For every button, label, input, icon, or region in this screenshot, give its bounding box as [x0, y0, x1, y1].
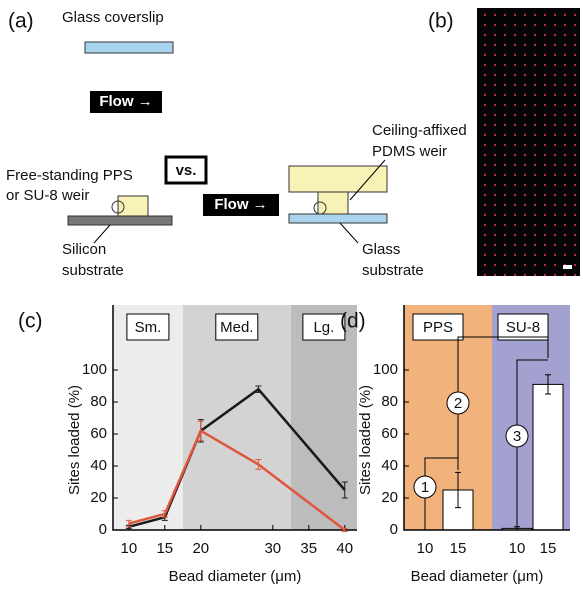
x-tick-label: 20: [192, 540, 209, 557]
y-tick-label: 80: [381, 393, 398, 410]
panel-b: (b): [428, 8, 580, 276]
region-label: Sm.: [135, 319, 162, 336]
x-tick-label: 30: [264, 540, 281, 557]
y-tick-label: 60: [90, 425, 107, 442]
x-tick-label: 15: [450, 540, 467, 557]
y-tick-label: 20: [381, 489, 398, 506]
region-label: Med.: [220, 319, 253, 336]
leader: [340, 223, 358, 243]
y-tick-label: 80: [90, 393, 107, 410]
label: PDMS weir: [372, 143, 447, 160]
y-tick-label: 0: [99, 521, 107, 538]
micrograph-dots: [477, 8, 580, 276]
x-tick-label: 40: [336, 540, 353, 557]
x-tick-label: 10: [509, 540, 526, 557]
label: substrate: [62, 262, 124, 279]
coverslip: [85, 42, 173, 53]
panel-label: (b): [428, 10, 454, 33]
y-tick-label: 100: [82, 361, 107, 378]
y-tick-label: 40: [381, 457, 398, 474]
region-label: Lg.: [313, 319, 334, 336]
x-tick-label: 15: [540, 540, 557, 557]
x-tick-label: 35: [300, 540, 317, 557]
vs-label: vs.: [176, 162, 197, 179]
y-tick-label: 100: [373, 361, 398, 378]
x-tick-label: 10: [120, 540, 137, 557]
annotation: 2: [454, 395, 462, 412]
y-tick-label: 60: [381, 425, 398, 442]
x-tick-label: 10: [417, 540, 434, 557]
y-tick-label: 20: [90, 489, 107, 506]
label: Ceiling-affixed: [372, 122, 467, 139]
panel-a: (a) Glass coverslip Flow → Free-standing…: [6, 9, 467, 279]
panel-label: (a): [8, 10, 34, 33]
label: Glass coverslip: [62, 9, 164, 26]
label: substrate: [362, 262, 424, 279]
flow-label: Flow →: [214, 196, 267, 213]
panel-label: (c): [18, 310, 43, 333]
label: Silicon: [62, 241, 106, 258]
panel-label: (d): [340, 310, 366, 333]
label: or SU-8 weir: [6, 187, 89, 204]
label: Glass: [362, 241, 400, 258]
pdms-ceiling: [289, 166, 387, 192]
x-axis-label: Bead diameter (μm): [169, 568, 302, 585]
y-tick-label: 40: [90, 457, 107, 474]
group-label: SU-8: [506, 319, 540, 336]
glass-substrate: [289, 214, 387, 223]
figure: (a) Glass coverslip Flow → Free-standing…: [0, 0, 583, 593]
x-axis-label: Bead diameter (μm): [411, 568, 544, 585]
y-axis-label: Sites loaded (%): [357, 385, 374, 495]
y-tick-label: 0: [390, 521, 398, 538]
annotation: 1: [421, 479, 429, 496]
scale-bar: [563, 265, 572, 269]
label: Free-standing PPS: [6, 167, 133, 184]
flow-label: Flow →: [99, 93, 152, 110]
annotation: 3: [513, 428, 521, 445]
silicon-substrate: [68, 216, 172, 225]
x-tick-label: 15: [156, 540, 173, 557]
group-label: PPS: [423, 319, 453, 336]
bar: [533, 384, 563, 530]
y-axis-label: Sites loaded (%): [66, 385, 83, 495]
weir: [118, 196, 148, 216]
